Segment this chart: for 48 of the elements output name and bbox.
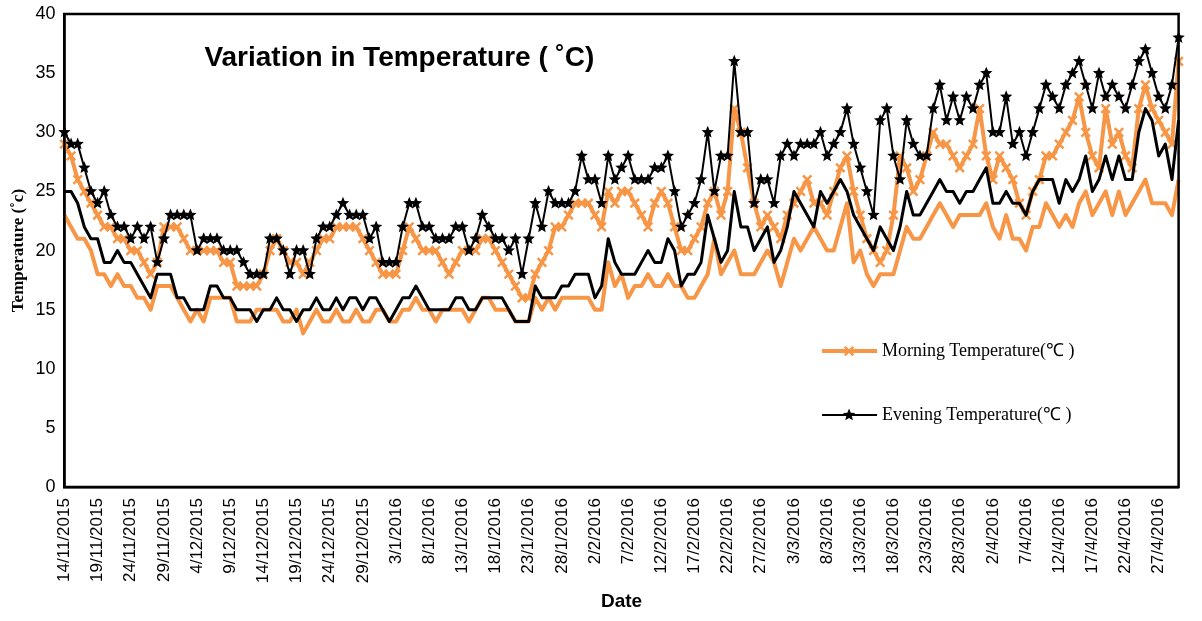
y-tick-label: 20 [35,239,56,260]
y-tick-label: 35 [35,62,56,83]
y-axis-title: Temperature (˚c) [7,188,27,313]
x-tick-label: 12/4/2016 [1048,498,1068,574]
x-tick-label: 7/4/2016 [1015,498,1035,565]
x-tick-label: 28/1/2016 [551,498,571,574]
x-tick-label: 23/3/2016 [916,498,936,574]
y-tick-label: 15 [35,298,56,319]
y-tick-label: 40 [35,2,56,23]
legend-label: Evening Temperature(℃ ) [882,403,1072,425]
y-tick-label: 0 [45,476,56,497]
x-tick-label: 9/12/2015 [219,498,239,574]
x-tick-label: 14/11/2015 [54,498,74,582]
x-tick-label: 17/2/2016 [684,498,704,574]
y-tick-label: 5 [45,416,56,437]
x-tick-label: 22/2/2016 [717,498,737,574]
x-tick-label: 13/3/2016 [849,498,869,574]
x-tick-label: 12/2/2016 [650,498,670,574]
x-tick-label: 3/3/2016 [783,498,803,565]
x-tick-label: 22/4/2016 [1115,498,1135,574]
x-tick-label: 29/11/2015 [153,498,173,582]
x-tick-label: 28/3/2016 [949,498,969,574]
x-tick-label: 2/2/2016 [584,498,604,565]
y-tick-label: 25 [35,180,56,201]
x-tick-label: 17/4/2016 [1082,498,1102,574]
x-tick-label: 3/1/2016 [385,498,405,565]
x-tick-label: 18/3/2016 [883,498,903,574]
x-tick-label: 4/12/2015 [186,498,206,574]
x-tick-label: 29/12/0215 [352,498,372,584]
x-tick-label: 24/11/2015 [120,498,140,582]
x-tick-label: 27/2/2016 [750,498,770,574]
x-axis-title: Date [600,589,643,611]
x-tick-label: 2/4/2016 [982,498,1002,565]
x-tick-label: 23/1/2016 [518,498,538,574]
y-tick-label: 30 [35,121,56,142]
x-tick-label: 18/1/2016 [485,498,505,574]
text: Variation in Temperature ( ˚C) [204,40,595,72]
x-tick-label: 13/1/2016 [452,498,472,574]
legend-label: Morning Temperature(℃ ) [882,339,1075,361]
x-tick-label: 7/2/2016 [617,498,637,565]
x-tick-label: 14/12/2015 [253,498,273,584]
x-tick-label: 19/12/2015 [286,498,306,584]
x-tick-label: 8/1/2016 [418,498,438,565]
x-tick-label: 19/11/2015 [87,498,107,582]
x-tick-label: 27/4/2016 [1148,498,1168,574]
y-tick-label: 10 [35,357,56,378]
x-tick-label: 24/12/2015 [319,498,339,584]
x-tick-label: 8/3/2016 [816,498,836,565]
